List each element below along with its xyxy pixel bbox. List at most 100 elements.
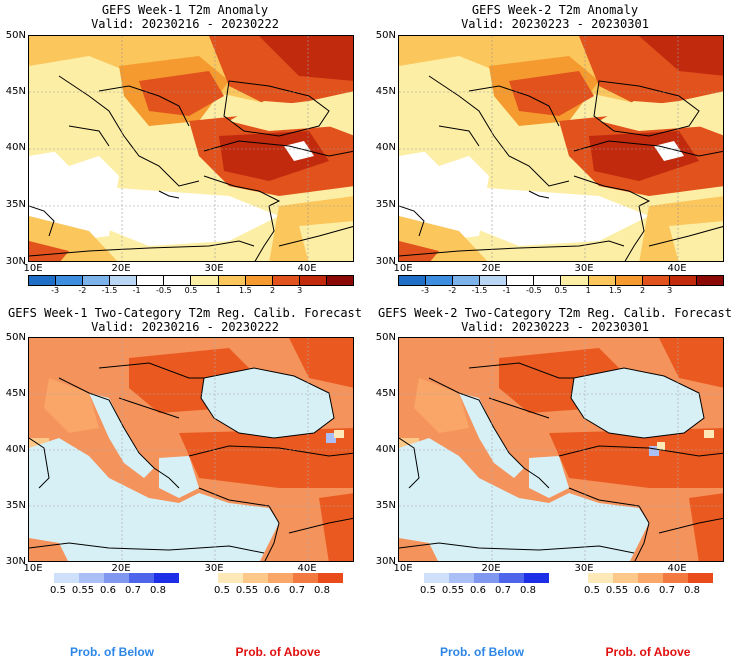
colorbar-tick-label: 2 <box>269 286 276 295</box>
colorbar-tick-label: -1.5 <box>471 286 488 295</box>
colorbar-cell <box>218 573 243 583</box>
colorbar-tick-label: 0.6 <box>264 585 280 596</box>
colorbar-tick-label: 0.6 <box>470 585 486 596</box>
colorbar-tick-label: 0.7 <box>659 585 675 596</box>
colorbar-cell <box>499 573 524 583</box>
colorbar-tick-label: -2 <box>448 286 457 295</box>
colorbar-tick-label: 0.55 <box>235 585 259 596</box>
colorbar-tick-label: 0.8 <box>520 585 536 596</box>
colorbar-tick-label: 1 <box>585 286 591 295</box>
colorbar-tick-label: -0.5 <box>526 286 542 295</box>
prob-above-legend: Prob. of Above <box>605 645 691 659</box>
colorbar-tick-label: -3 <box>421 286 430 295</box>
colorbar-cell <box>326 276 353 285</box>
colorbar-tick-label: 0.5 <box>214 585 230 596</box>
colorbar-cell <box>218 276 246 285</box>
colorbar-tick-label: 0.5 <box>50 585 66 596</box>
colorbar-cell <box>29 276 57 285</box>
colorbar-cell <box>426 276 454 285</box>
lat-label: 40N <box>5 142 26 153</box>
colorbar-tick-label: 1.5 <box>238 286 252 295</box>
lat-label: 30N <box>5 556 26 567</box>
colorbar-cell <box>272 276 300 285</box>
colorbar-cell <box>424 573 449 583</box>
lon-label: 10E <box>393 563 413 574</box>
colorbar-tick-label: 0.8 <box>150 585 166 596</box>
lon-label: 30E <box>204 563 224 574</box>
lat-label: 40N <box>375 142 396 153</box>
colorbar-cell <box>615 276 643 285</box>
colorbar-cell <box>268 573 293 583</box>
lon-label: 10E <box>23 263 43 274</box>
panel-valid-dates: Valid: 20230216 - 20230222 <box>91 320 279 334</box>
lat-label: 50N <box>5 30 26 41</box>
lon-label: 40E <box>667 563 687 574</box>
probability-map <box>398 337 724 562</box>
prob-above-labels: 0.5 0.55 0.6 0.7 0.8 <box>214 585 343 597</box>
colorbar-cell <box>245 276 273 285</box>
colorbar-cell <box>293 573 318 583</box>
anomaly-map-svg <box>399 36 723 261</box>
prob-below-colorbar <box>424 573 549 583</box>
prob-below-labels: 0.5 0.55 0.6 0.7 0.8 <box>420 585 549 597</box>
colorbar-cell <box>79 573 104 583</box>
lat-label: 45N <box>375 388 396 399</box>
colorbar-tick-label: 0.5 <box>420 585 436 596</box>
prob-above-labels: 0.5 0.55 0.6 0.7 0.8 <box>584 585 713 597</box>
panel-title: GEFS Week-2 T2m Anomaly <box>471 3 639 17</box>
lon-label: 20E <box>111 563 131 574</box>
lat-label: 45N <box>5 86 26 97</box>
lon-label: 30E <box>574 263 594 274</box>
panel-title: GEFS Week-1 Two-Category T2m Reg. Calib.… <box>7 306 362 320</box>
colorbar-cell <box>318 573 343 583</box>
lon-label: 30E <box>574 563 594 574</box>
colorbar-tick-label: 0.7 <box>495 585 511 596</box>
probability-map <box>28 337 354 562</box>
colorbar-tick-label: 0.55 <box>441 585 465 596</box>
colorbar-tick-label: 0.6 <box>100 585 116 596</box>
colorbar-cell <box>56 276 84 285</box>
colorbar-tick-label: 0.7 <box>125 585 141 596</box>
colorbar-cell <box>164 276 192 285</box>
lat-label: 35N <box>375 500 396 511</box>
colorbar-cell <box>663 573 688 583</box>
anomaly-colorbar-labels: -3 -2 -1.5 -1 -0.5 0.5 1 1.5 2 3 <box>398 286 724 298</box>
lon-label: 30E <box>204 263 224 274</box>
prob-below-labels: 0.5 0.55 0.6 0.7 0.8 <box>50 585 179 597</box>
colorbar-tick-label: -2 <box>78 286 87 295</box>
colorbar-cell <box>104 573 129 583</box>
colorbar-tick-label: -3 <box>51 286 60 295</box>
colorbar-cell <box>449 573 474 583</box>
colorbar-cell <box>474 573 499 583</box>
lat-label: 30N <box>5 256 26 267</box>
panel-title: GEFS Week-1 T2m Anomaly <box>101 3 269 17</box>
colorbar-cell <box>129 573 154 583</box>
anomaly-colorbar <box>398 275 724 286</box>
lat-label: 35N <box>5 500 26 511</box>
colorbar-cell <box>399 276 427 285</box>
colorbar-cell <box>453 276 481 285</box>
lat-label: 40N <box>375 444 396 455</box>
colorbar-cell <box>638 573 663 583</box>
prob-below-legend: Prob. of Below <box>440 645 524 659</box>
prob-above-colorbar <box>218 573 343 583</box>
colorbar-tick-label: 0.5 <box>184 286 198 295</box>
colorbar-cell <box>588 573 613 583</box>
lon-label: 40E <box>667 263 687 274</box>
colorbar-tick-label: 0.7 <box>289 585 305 596</box>
probability-map-svg <box>29 338 353 561</box>
colorbar-tick-label: 1 <box>215 286 221 295</box>
panel-valid-dates: Valid: 20230216 - 20230222 <box>91 17 279 31</box>
lon-label: 40E <box>297 563 317 574</box>
colorbar-tick-label: -1 <box>132 286 141 295</box>
colorbar-cell <box>561 276 589 285</box>
prob-above-colorbar <box>588 573 713 583</box>
lat-label: 45N <box>375 86 396 97</box>
anomaly-colorbar <box>28 275 354 286</box>
colorbar-tick-label: 1.5 <box>608 286 622 295</box>
colorbar-cell <box>669 276 697 285</box>
colorbar-cell <box>696 276 723 285</box>
lat-label: 50N <box>5 332 26 343</box>
colorbar-cell <box>154 573 179 583</box>
lon-label: 20E <box>481 263 501 274</box>
